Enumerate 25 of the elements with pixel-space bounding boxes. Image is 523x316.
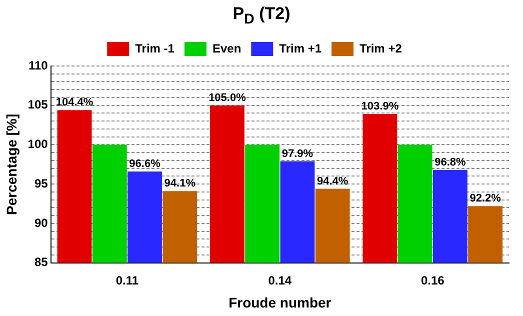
y-axis-title: Percentage [%]: [3, 114, 20, 215]
chart-title: P$_{D}$ (T2): [232, 3, 292, 28]
x-tick-label: 0.14: [268, 273, 292, 288]
y-tick-label: 100: [28, 137, 48, 152]
data-label: 92.2%: [470, 192, 502, 205]
legend-label: Trim +2: [360, 41, 402, 56]
data-label: 94.1%: [164, 178, 196, 190]
data-label: 94.4%: [317, 175, 348, 188]
y-tick-label: 85: [34, 255, 48, 270]
data-label: 104.4%: [56, 96, 94, 109]
data-label: 103.9%: [361, 100, 399, 113]
data-label: 96.8%: [434, 156, 466, 168]
data-label: 97.9%: [282, 148, 314, 160]
x-tick-label: 0.16: [420, 273, 445, 288]
x-tick-label: 0.11: [116, 273, 139, 288]
legend-label: Trim +1: [279, 41, 322, 56]
y-tick-label: 90: [34, 216, 48, 230]
y-tick-label: 95: [34, 176, 48, 190]
y-tick-label: 110: [28, 58, 48, 72]
x-axis-title: Froude number: [228, 294, 332, 310]
legend-label: Trim -1: [135, 41, 175, 56]
y-tick-label: 105: [28, 98, 48, 112]
data-label: 96.6%: [129, 158, 161, 170]
data-label: 105.0%: [208, 92, 246, 104]
legend-label: Even: [212, 41, 242, 56]
